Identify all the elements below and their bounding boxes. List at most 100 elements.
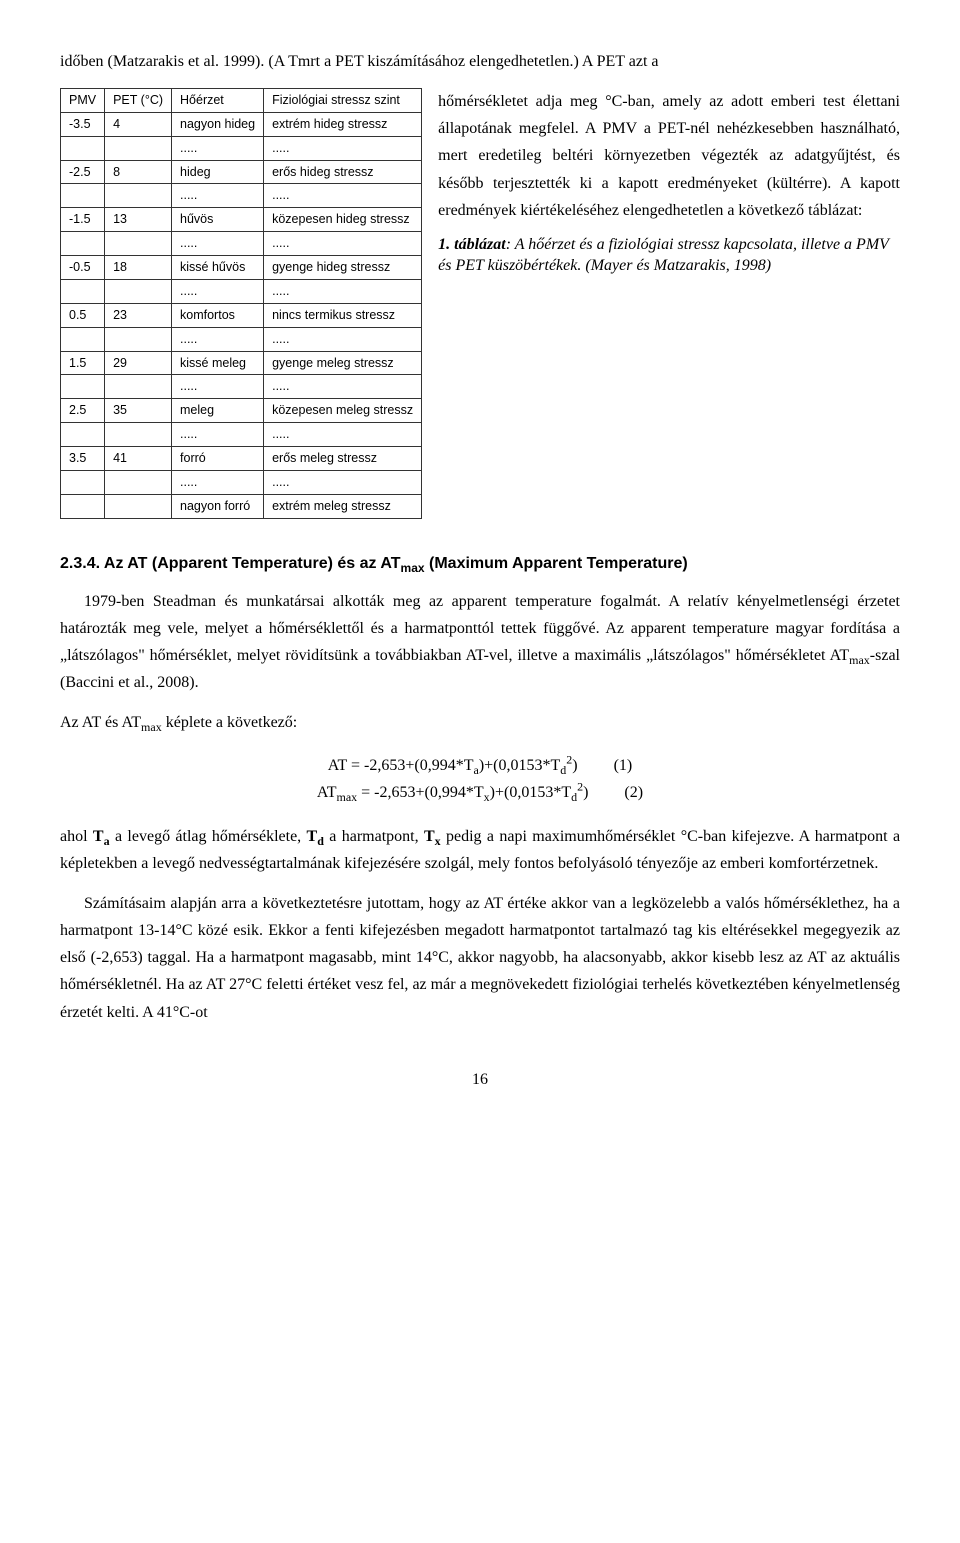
body-paragraph-2: ahol Ta a levegő átlag hőmérséklete, Td … bbox=[60, 823, 900, 877]
col-pmv: PMV bbox=[61, 88, 105, 112]
table-cell: ..... bbox=[172, 375, 264, 399]
section-heading: 2.3.4. Az AT (Apparent Temperature) és a… bbox=[60, 554, 900, 575]
caption-rest: : A hőérzet és a fiziológiai stressz kap… bbox=[438, 236, 889, 275]
table-cell: ..... bbox=[264, 232, 422, 256]
table-cell: 4 bbox=[105, 112, 172, 136]
table-cell bbox=[105, 494, 172, 518]
table-cell: kissé meleg bbox=[172, 351, 264, 375]
table-cell: 2.5 bbox=[61, 399, 105, 423]
section-title-sub: max bbox=[401, 561, 425, 575]
table-cell: ..... bbox=[172, 423, 264, 447]
table-cell bbox=[105, 232, 172, 256]
f1-close: ) bbox=[572, 757, 577, 774]
table-cell: nincs termikus stressz bbox=[264, 303, 422, 327]
table-row: .......... bbox=[61, 184, 422, 208]
table-row: .......... bbox=[61, 470, 422, 494]
f1-mid: )+(0,0153*T bbox=[479, 757, 560, 774]
body-paragraph-3: Számításaim alapján arra a következtetés… bbox=[60, 890, 900, 1026]
table-cell: gyenge hideg stressz bbox=[264, 256, 422, 280]
table-cell bbox=[105, 375, 172, 399]
table-cell: közepesen hideg stressz bbox=[264, 208, 422, 232]
table-row: .......... bbox=[61, 375, 422, 399]
section-title-b: (Maximum Apparent Temperature) bbox=[425, 555, 688, 572]
table-cell: ..... bbox=[264, 375, 422, 399]
table-cell bbox=[61, 423, 105, 447]
body1-text: 1979-ben Steadman és munkatársai alkottá… bbox=[60, 593, 900, 664]
f2-eq: = -2,653+(0,994*T bbox=[357, 784, 483, 801]
caption-bold: 1. táblázat bbox=[438, 236, 506, 253]
table-header-row: PMV PET (°C) Hőérzet Fiziológiai stressz… bbox=[61, 88, 422, 112]
table-row: 2.535melegközepesen meleg stressz bbox=[61, 399, 422, 423]
table-cell bbox=[61, 470, 105, 494]
section-title-a: Az AT (Apparent Temperature) és az AT bbox=[104, 555, 401, 572]
table-cell: 18 bbox=[105, 256, 172, 280]
formula-block: AT = -2,653+(0,994*Ta)+(0,0153*Td2) (1) … bbox=[60, 752, 900, 806]
intro-line: időben (Matzarakis et al. 1999). (A Tmrt… bbox=[60, 48, 900, 75]
table-cell: ..... bbox=[172, 327, 264, 351]
f2-sub-max: max bbox=[336, 791, 357, 805]
f2-mid: )+(0,0153*T bbox=[490, 784, 571, 801]
table-row: 1.529kissé meleggyenge meleg stressz bbox=[61, 351, 422, 375]
table-cell: ..... bbox=[172, 279, 264, 303]
b2-a: a levegő átlag hőmérséklete, bbox=[110, 828, 307, 845]
table-cell: komfortos bbox=[172, 303, 264, 327]
table-cell bbox=[105, 423, 172, 447]
table-cell bbox=[61, 375, 105, 399]
pet-table-wrap: PMV PET (°C) Hőérzet Fiziológiai stressz… bbox=[60, 88, 422, 519]
body-paragraph-1b: Az AT és ATmax képlete a következő: bbox=[60, 709, 900, 736]
table-cell bbox=[61, 327, 105, 351]
table-cell: 1.5 bbox=[61, 351, 105, 375]
f2-close: ) bbox=[583, 784, 588, 801]
table-cell: ..... bbox=[172, 470, 264, 494]
table-cell: ..... bbox=[264, 423, 422, 447]
body1b-tail: képlete a következő: bbox=[162, 714, 298, 731]
table-cell: meleg bbox=[172, 399, 264, 423]
table-cell: nagyon forró bbox=[172, 494, 264, 518]
table-row: .......... bbox=[61, 279, 422, 303]
b2-Tx: T bbox=[424, 828, 435, 845]
table-cell: 8 bbox=[105, 160, 172, 184]
formula-2: ATmax = -2,653+(0,994*Tx)+(0,0153*Td2) (… bbox=[60, 779, 900, 806]
table-cell bbox=[105, 470, 172, 494]
formula-1: AT = -2,653+(0,994*Ta)+(0,0153*Td2) (1) bbox=[60, 752, 900, 779]
table-cell: -0.5 bbox=[61, 256, 105, 280]
body1b-text: Az AT és AT bbox=[60, 714, 141, 731]
col-pet: PET (°C) bbox=[105, 88, 172, 112]
b2-Td-sub: d bbox=[317, 834, 324, 848]
table-cell: ..... bbox=[172, 184, 264, 208]
table-row: 0.523komfortosnincs termikus stressz bbox=[61, 303, 422, 327]
f1-lhs: AT = -2,653+(0,994*T bbox=[328, 757, 474, 774]
table-cell: 13 bbox=[105, 208, 172, 232]
table-cell: ..... bbox=[264, 279, 422, 303]
table-row: 3.541forróerős meleg stressz bbox=[61, 447, 422, 471]
table-cell: közepesen meleg stressz bbox=[264, 399, 422, 423]
table-cell: 3.5 bbox=[61, 447, 105, 471]
table-cell: ..... bbox=[172, 136, 264, 160]
table-cell: -2.5 bbox=[61, 160, 105, 184]
table-row: nagyon forróextrém meleg stressz bbox=[61, 494, 422, 518]
table-row: -3.54nagyon hidegextrém hideg stressz bbox=[61, 112, 422, 136]
b2-b: a harmatpont, bbox=[324, 828, 424, 845]
table-cell: erős hideg stressz bbox=[264, 160, 422, 184]
table-cell: hideg bbox=[172, 160, 264, 184]
col-stress: Fiziológiai stressz szint bbox=[264, 88, 422, 112]
f2-num: (2) bbox=[624, 779, 643, 806]
table-cell bbox=[61, 232, 105, 256]
table-cell: kissé hűvös bbox=[172, 256, 264, 280]
table-cell: ..... bbox=[264, 136, 422, 160]
table-cell: extrém hideg stressz bbox=[264, 112, 422, 136]
table-cell: 41 bbox=[105, 447, 172, 471]
table-cell: ..... bbox=[264, 184, 422, 208]
table-row: -1.513hűvösközepesen hideg stressz bbox=[61, 208, 422, 232]
table-row: .......... bbox=[61, 423, 422, 447]
table-cell: 35 bbox=[105, 399, 172, 423]
table-cell bbox=[61, 494, 105, 518]
table-row: .......... bbox=[61, 232, 422, 256]
table-and-text-row: PMV PET (°C) Hőérzet Fiziológiai stressz… bbox=[60, 88, 900, 519]
table-cell bbox=[105, 327, 172, 351]
table-cell: ..... bbox=[264, 327, 422, 351]
table-cell: -3.5 bbox=[61, 112, 105, 136]
body1b-sub: max bbox=[141, 720, 162, 734]
table-cell: ..... bbox=[264, 470, 422, 494]
table-cell bbox=[105, 279, 172, 303]
